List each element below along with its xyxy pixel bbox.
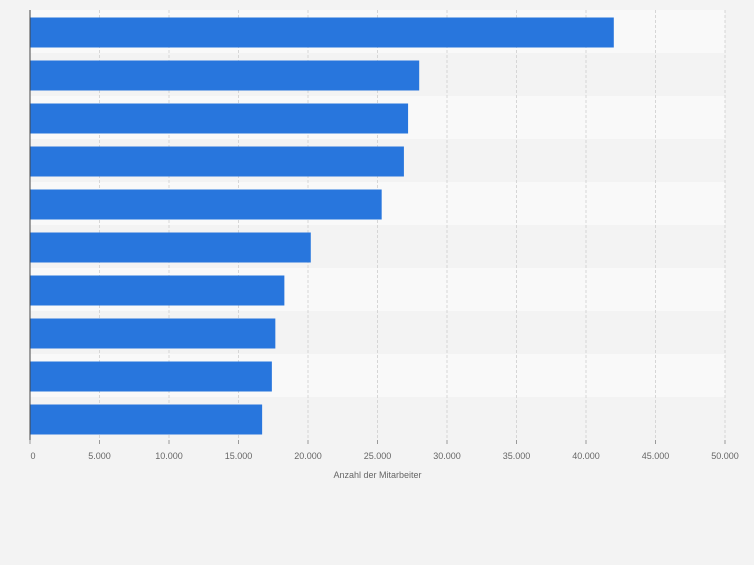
x-tick-label: 15.000 xyxy=(225,451,253,461)
bars xyxy=(30,17,614,435)
bar xyxy=(30,60,420,91)
x-tick-label: 5.000 xyxy=(88,451,111,461)
x-tick-label: 35.000 xyxy=(503,451,531,461)
x-axis-label: Anzahl der Mitarbeiter xyxy=(333,470,421,480)
x-tick-label: 25.000 xyxy=(364,451,392,461)
bar xyxy=(30,17,614,48)
x-tick-label: 30.000 xyxy=(433,451,461,461)
x-tick-label: 20.000 xyxy=(294,451,322,461)
x-tick-label: 0 xyxy=(30,451,35,461)
bar xyxy=(30,103,409,134)
x-tick-label: 40.000 xyxy=(572,451,600,461)
bar xyxy=(30,146,404,177)
bar xyxy=(30,318,276,349)
bar xyxy=(30,404,263,435)
bar xyxy=(30,275,285,306)
x-tick-label: 10.000 xyxy=(155,451,183,461)
bar xyxy=(30,361,272,392)
bar xyxy=(30,189,382,220)
x-tick-label: 50.000 xyxy=(711,451,739,461)
bar xyxy=(30,232,311,263)
x-axis-ticks: 0 5.000 10.000 15.000 20.000 25.000 30.000 35.0… xyxy=(29,440,739,461)
x-tick-label: 45.000 xyxy=(642,451,670,461)
